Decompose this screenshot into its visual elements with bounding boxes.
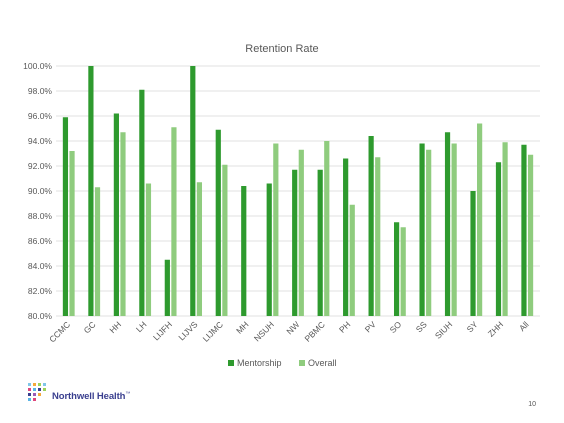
y-axis-ticks: 80.0% 82.0% 84.0% 86.0% 88.0% 90.0% 92.0% 94.0%…	[23, 61, 52, 321]
overall-bar	[69, 151, 75, 316]
mentorship-bar	[139, 89, 145, 316]
overall-bar	[324, 141, 330, 316]
x-tick-label: NW	[284, 319, 301, 336]
x-tick-label: SY	[465, 319, 480, 334]
mentorship-bar	[343, 158, 349, 316]
x-tick-label: PH	[337, 319, 352, 334]
y-tick-label: 100.0%	[23, 61, 52, 71]
overall-bar	[502, 142, 508, 316]
x-tick-label: LIJVS	[176, 319, 199, 342]
x-tick-label: NSUH	[252, 319, 276, 343]
y-tick-label: 94.0%	[28, 136, 53, 146]
x-tick-label: LIJMC	[201, 319, 225, 343]
y-tick-label: 98.0%	[28, 86, 53, 96]
x-tick-label: MH	[234, 319, 250, 335]
overall-bar	[477, 123, 483, 316]
overall-bar	[451, 143, 457, 316]
x-tick-label: SO	[388, 319, 404, 335]
legend-overall-swatch	[299, 360, 305, 366]
gridlines	[56, 65, 540, 317]
y-tick-label: 82.0%	[28, 286, 53, 296]
x-tick-label: GC	[82, 319, 98, 335]
y-tick-label: 96.0%	[28, 111, 53, 121]
northwell-logo-text: Northwell Health™	[52, 391, 131, 403]
y-tick-label: 88.0%	[28, 211, 53, 221]
overall-bar	[400, 227, 406, 316]
overall-bar	[273, 143, 279, 316]
mentorship-bar	[190, 66, 196, 316]
overall-bar	[120, 132, 126, 316]
x-tick-label: PV	[363, 319, 378, 334]
mentorship-bar	[88, 66, 94, 316]
mentorship-bar	[317, 169, 323, 316]
x-tick-label: HH	[107, 319, 123, 335]
overall-bar	[222, 164, 228, 316]
legend: Mentorship Overall	[228, 358, 337, 368]
mentorship-bar	[444, 132, 451, 316]
x-tick-label: LH	[134, 319, 149, 334]
mentorship-bar	[241, 186, 247, 316]
mentorship-bar	[521, 144, 527, 316]
overall-bar	[298, 149, 304, 316]
mentorship-bar	[113, 113, 119, 316]
bars	[62, 66, 534, 316]
page-number: 10	[528, 401, 536, 408]
mentorship-bar	[292, 169, 298, 316]
x-tick-label: ZHH	[486, 319, 505, 338]
mentorship-bar	[470, 191, 476, 316]
overall-bar	[527, 154, 534, 316]
x-axis-ticks: CCMC GC HH LH LIJFH LIJVS LIJMC MH NSUH NW PBMC PH P…	[47, 319, 531, 344]
x-tick-label: All	[517, 319, 531, 333]
chart-title: Retention Rate	[245, 43, 318, 55]
mentorship-bar	[368, 136, 374, 316]
y-tick-label: 86.0%	[28, 236, 53, 246]
legend-mentorship-swatch	[228, 360, 234, 366]
mentorship-bar	[495, 162, 502, 316]
x-tick-label: LIJFH	[151, 319, 174, 342]
y-tick-label: 80.0%	[28, 311, 53, 321]
mentorship-bar	[164, 259, 170, 316]
northwell-logo-icon	[28, 383, 50, 403]
mentorship-bar	[266, 183, 272, 316]
y-tick-label: 84.0%	[28, 261, 53, 271]
overall-bar	[349, 204, 355, 316]
mentorship-bar	[215, 129, 221, 316]
mentorship-bar	[393, 222, 400, 316]
mentorship-bar	[419, 143, 425, 316]
overall-bar	[196, 182, 203, 316]
overall-bar	[426, 149, 432, 316]
x-tick-label: PBMC	[302, 319, 326, 343]
overall-bar	[375, 157, 381, 316]
overall-bar	[171, 127, 177, 316]
legend-overall-label: Overall	[308, 358, 337, 368]
y-tick-label: 92.0%	[28, 161, 53, 171]
y-tick-label: 90.0%	[28, 186, 53, 196]
mentorship-bar	[62, 117, 69, 316]
overall-bar	[145, 183, 152, 316]
x-tick-label: SS	[414, 319, 429, 334]
x-tick-label: SIUH	[433, 319, 454, 340]
x-tick-label: CCMC	[47, 319, 72, 344]
northwell-logo: Northwell Health™	[28, 383, 130, 403]
legend-mentorship-label: Mentorship	[237, 358, 282, 368]
overall-bar	[94, 187, 101, 316]
